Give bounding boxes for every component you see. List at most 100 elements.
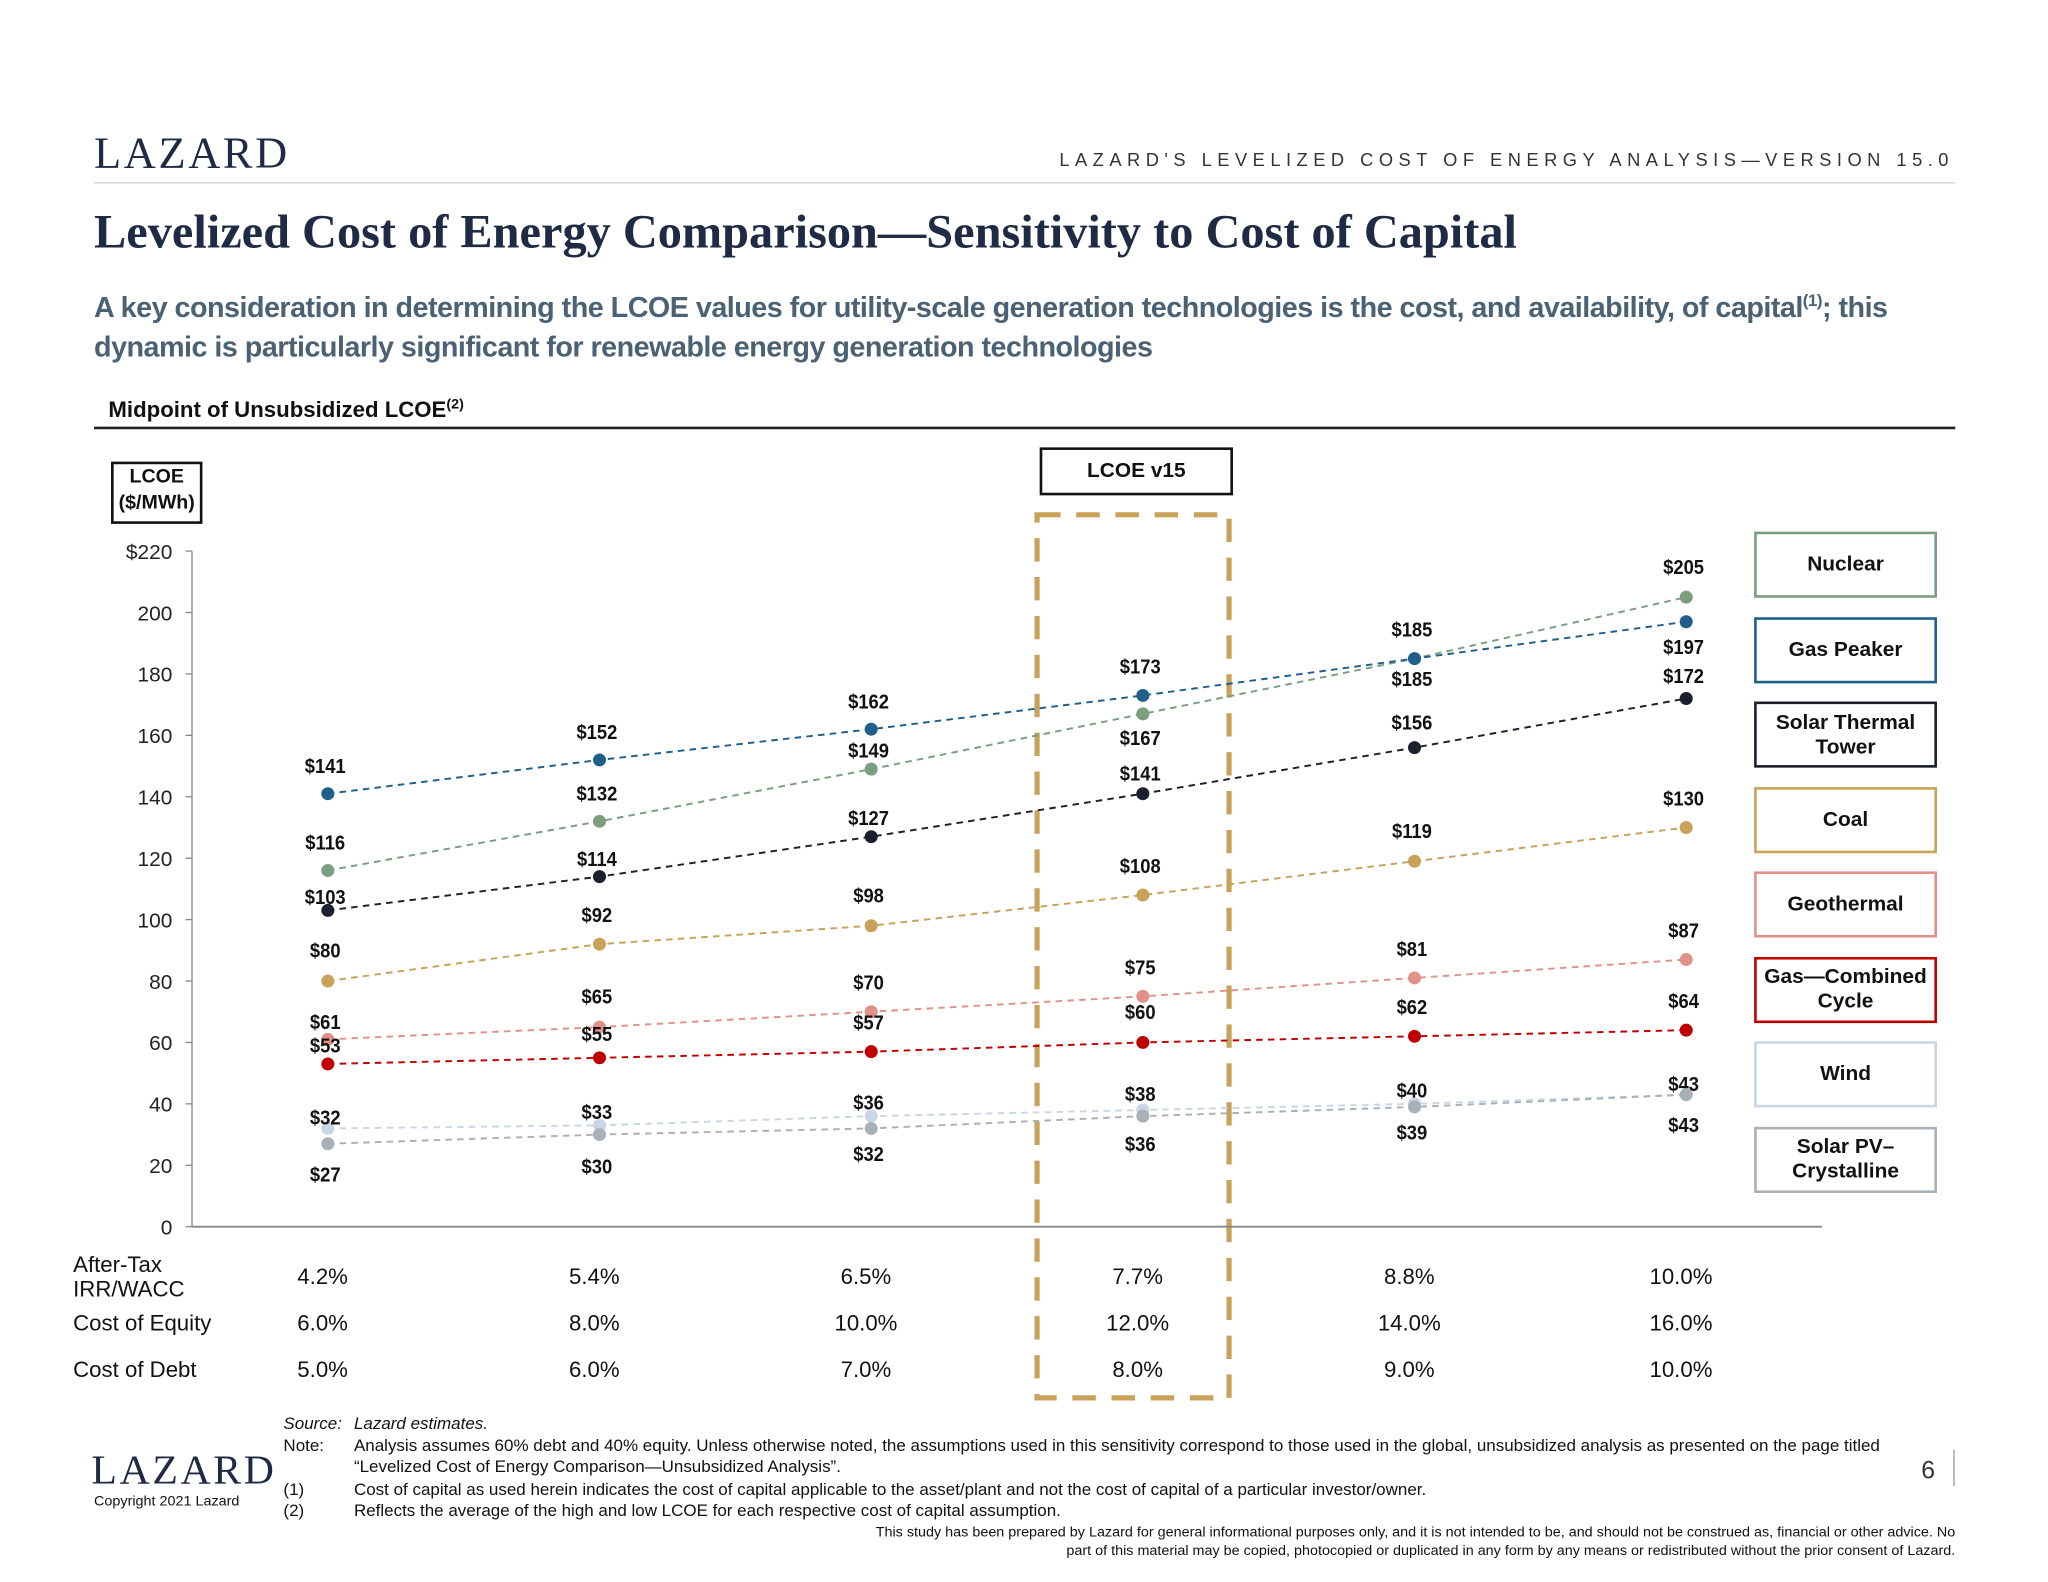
series-line xyxy=(327,826,1687,982)
legend-item: Wind xyxy=(1754,1041,1937,1108)
value-label: $55 xyxy=(582,1023,613,1046)
table-cell: 10.0% xyxy=(1649,1357,1713,1383)
value-label: $65 xyxy=(582,986,613,1009)
point xyxy=(1136,688,1150,702)
x-axis-title: After-Tax IRR/WACC xyxy=(73,1252,185,1302)
y-tick-label: 180 xyxy=(138,664,173,687)
point xyxy=(864,1109,878,1123)
table-cell: 14.0% xyxy=(1377,1310,1441,1336)
value-label: $197 xyxy=(1663,636,1704,659)
value-label: $30 xyxy=(582,1155,613,1178)
y-tick-label: 140 xyxy=(138,787,173,810)
point xyxy=(321,1057,335,1071)
value-label: $60 xyxy=(1125,1001,1156,1024)
point xyxy=(592,937,607,951)
source: Lazard estimates. xyxy=(353,1413,488,1433)
point xyxy=(321,1032,335,1046)
point xyxy=(1679,1088,1693,1102)
point xyxy=(864,762,878,776)
value-label: $40 xyxy=(1397,1079,1428,1102)
highlight-label: LCOE v15 xyxy=(1039,447,1233,496)
table-cell: 10.0% xyxy=(834,1310,898,1336)
point xyxy=(1136,888,1150,902)
x-tick-label: 5.4% xyxy=(568,1264,620,1289)
legend-item: Solar Thermal Tower xyxy=(1754,701,1937,768)
point xyxy=(1679,590,1693,604)
point xyxy=(1679,615,1693,629)
table-cell: 6.0% xyxy=(568,1357,620,1383)
value-label: $32 xyxy=(853,1143,884,1166)
running-title: LAZARD'S LEVELIZED COST OF ENERGY ANALYS… xyxy=(1059,149,1954,170)
point xyxy=(1136,1035,1150,1049)
x-tick-label: 6.5% xyxy=(840,1264,892,1289)
point xyxy=(864,1121,878,1135)
value-label: $185 xyxy=(1391,619,1432,642)
value-label: $205 xyxy=(1663,556,1704,579)
value-label: $39 xyxy=(1397,1121,1428,1144)
point xyxy=(321,903,335,917)
value-label: $162 xyxy=(848,690,889,713)
copyright: Copyright 2021 Lazard xyxy=(94,1493,240,1510)
point xyxy=(1407,652,1422,666)
value-label: $92 xyxy=(582,904,613,927)
row-label: Cost of Debt xyxy=(73,1357,197,1383)
legend-item: Solar PV–Crystalline xyxy=(1754,1126,1937,1193)
value-label: $116 xyxy=(305,832,345,855)
value-label: $149 xyxy=(848,739,889,762)
value-label: $53 xyxy=(310,1034,341,1057)
y-tick-label: 20 xyxy=(149,1155,172,1178)
point xyxy=(592,870,607,884)
point xyxy=(1136,787,1150,801)
y-tick-label: 100 xyxy=(138,909,173,932)
value-label: $36 xyxy=(1125,1133,1156,1156)
value-label: $152 xyxy=(576,721,617,744)
y-tick-label: $220 xyxy=(126,541,172,564)
point xyxy=(1407,1029,1422,1043)
point xyxy=(1407,971,1422,985)
value-label: $141 xyxy=(305,755,346,778)
point xyxy=(1679,953,1693,967)
logo: LAZARD xyxy=(94,129,290,178)
x-tick-label: 7.7% xyxy=(1112,1264,1163,1289)
point xyxy=(592,1118,607,1132)
point xyxy=(864,1045,878,1059)
value-label: $43 xyxy=(1668,1073,1699,1096)
value-label: $70 xyxy=(853,972,884,995)
table-cell: 8.0% xyxy=(1112,1357,1163,1383)
series-line xyxy=(327,620,1687,795)
point xyxy=(1407,854,1422,868)
value-label: $114 xyxy=(577,848,617,871)
y-tick-label: 60 xyxy=(149,1032,172,1055)
x-tick-label: 8.8% xyxy=(1383,1264,1435,1289)
legend-item: Coal xyxy=(1754,786,1937,853)
subtitle-note: (1) xyxy=(1802,290,1823,310)
highlight-box xyxy=(1034,512,1232,1401)
x-tick-label: 4.2% xyxy=(297,1264,348,1289)
note-marker: (1) xyxy=(283,1479,305,1500)
value-label: $32 xyxy=(310,1107,341,1130)
point xyxy=(321,1121,335,1135)
page-number: 6 xyxy=(1921,1457,1936,1485)
footer-logo: LAZARD xyxy=(91,1445,277,1493)
value-label: $141 xyxy=(1120,763,1161,786)
value-label: $98 xyxy=(853,884,884,907)
table-cell: 8.0% xyxy=(568,1310,620,1336)
point xyxy=(1679,692,1693,705)
value-label: $172 xyxy=(1663,665,1704,688)
value-label: $61 xyxy=(310,1011,341,1034)
subtitle-end: ; this dynamic is particularly significa… xyxy=(94,290,1888,364)
value-label: $132 xyxy=(576,783,617,806)
value-label: $57 xyxy=(853,1012,884,1035)
value-label: $156 xyxy=(1391,711,1432,734)
point xyxy=(592,1128,607,1142)
table-cell: 7.0% xyxy=(840,1357,892,1383)
value-label: $81 xyxy=(1397,938,1428,961)
value-label: $36 xyxy=(853,1092,884,1115)
legend-item: Gas—Combined Cycle xyxy=(1754,956,1937,1023)
value-label: $38 xyxy=(1125,1083,1156,1106)
value-label: $80 xyxy=(310,940,341,963)
value-label: $185 xyxy=(1391,668,1432,691)
series-line xyxy=(327,1093,1687,1130)
point xyxy=(864,919,878,933)
